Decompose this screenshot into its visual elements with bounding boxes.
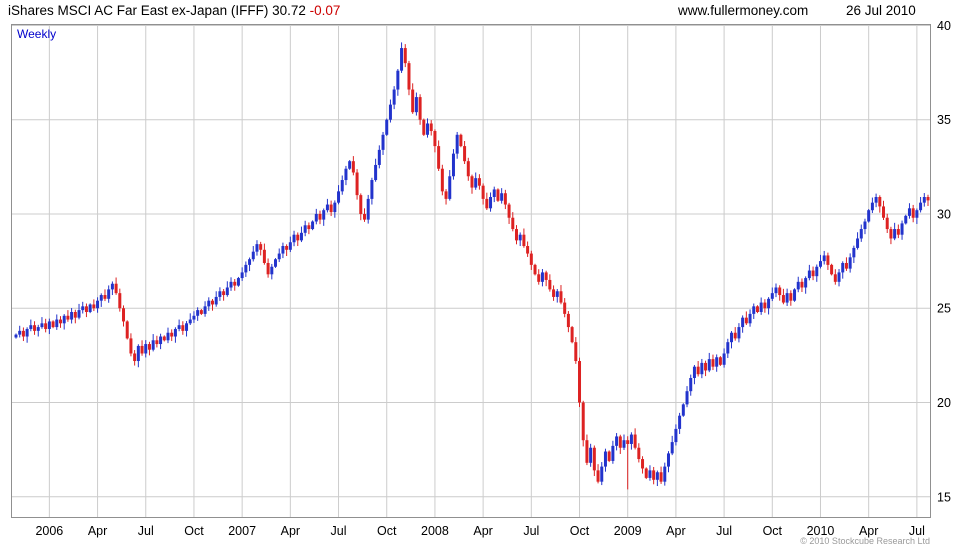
svg-text:2008: 2008 bbox=[421, 524, 449, 538]
svg-text:2009: 2009 bbox=[614, 524, 642, 538]
svg-text:Jul: Jul bbox=[138, 524, 154, 538]
timeframe-label: Weekly bbox=[17, 27, 57, 41]
svg-text:Apr: Apr bbox=[859, 524, 878, 538]
svg-text:2006: 2006 bbox=[35, 524, 63, 538]
svg-text:Oct: Oct bbox=[570, 524, 590, 538]
svg-text:Apr: Apr bbox=[666, 524, 685, 538]
svg-text:20: 20 bbox=[937, 396, 951, 410]
fullermoney-link[interactable]: www.fullermoney.com bbox=[678, 3, 809, 18]
chart-date: 26 Jul 2010 bbox=[846, 3, 916, 18]
svg-text:25: 25 bbox=[937, 302, 951, 316]
svg-text:Oct: Oct bbox=[184, 524, 204, 538]
chart-title: iShares MSCI AC Far East ex-Japan (IFFF)… bbox=[8, 3, 340, 18]
svg-text:30: 30 bbox=[937, 207, 951, 221]
svg-text:Jul: Jul bbox=[909, 524, 925, 538]
svg-text:2007: 2007 bbox=[228, 524, 256, 538]
last-price: 30.72 bbox=[272, 3, 306, 18]
svg-text:35: 35 bbox=[937, 113, 951, 127]
svg-text:Apr: Apr bbox=[88, 524, 107, 538]
price-change: -0.07 bbox=[309, 3, 341, 18]
copyright-notice: © 2010 Stockcube Research Ltd bbox=[800, 536, 930, 546]
svg-text:Oct: Oct bbox=[763, 524, 783, 538]
svg-text:2010: 2010 bbox=[807, 524, 835, 538]
svg-text:Apr: Apr bbox=[281, 524, 300, 538]
svg-text:Oct: Oct bbox=[377, 524, 397, 538]
svg-text:Jul: Jul bbox=[331, 524, 347, 538]
svg-text:15: 15 bbox=[937, 490, 951, 504]
instrument-name: iShares MSCI AC Far East ex-Japan (IFFF) bbox=[8, 3, 269, 18]
svg-text:Apr: Apr bbox=[473, 524, 492, 538]
svg-text:40: 40 bbox=[937, 19, 951, 33]
svg-text:Jul: Jul bbox=[716, 524, 732, 538]
svg-text:Jul: Jul bbox=[523, 524, 539, 538]
